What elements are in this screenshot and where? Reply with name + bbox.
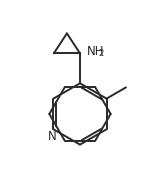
Text: NH: NH [87,45,104,58]
Text: N: N [48,130,56,143]
Text: 2: 2 [98,49,103,58]
